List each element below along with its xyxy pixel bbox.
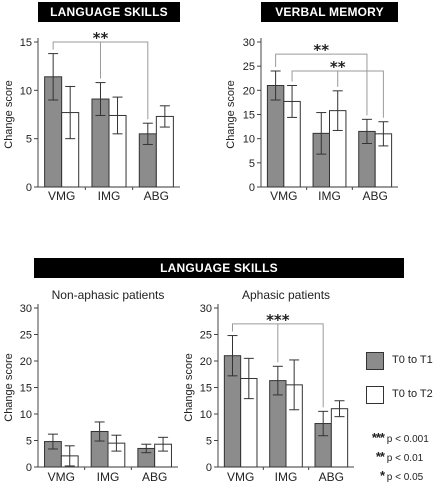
y-tick-label: 10	[20, 409, 32, 421]
sig-label-05: p < 0.05	[386, 472, 424, 483]
significance-stars: **	[330, 58, 346, 76]
y-tick-label: 10	[243, 134, 255, 146]
sig-stars-05: *	[379, 468, 385, 483]
chart-c2: 0 5 10 15 20 25 30 Change score VMG IMG ABG ****	[225, 37, 398, 203]
legend-label-t1: T0 to T1	[392, 354, 433, 366]
sig-key-001: *** p < 0.001	[356, 430, 429, 445]
top-right-title: VERBAL MEMORY	[261, 2, 398, 22]
sig-stars-01: **	[375, 449, 385, 464]
legend-swatch-t2	[366, 386, 384, 404]
sig-label-001: p < 0.001	[386, 434, 429, 445]
y-tick-label: 20	[200, 356, 212, 368]
y-tick-label: 30	[200, 303, 212, 315]
y-axis-label: Change score	[225, 80, 237, 149]
x-tick-label: VMG	[227, 470, 254, 484]
y-tick-label: 10	[200, 409, 212, 421]
chart-c1: 0 5 10 15 Change score VMG IMG ABG **	[3, 29, 180, 203]
y-axis-label: Change score	[183, 353, 195, 422]
y-tick-label: 15	[243, 110, 255, 122]
y-tick-label: 25	[200, 330, 212, 342]
y-tick-label: 20	[243, 85, 255, 97]
legend-label-t2: T0 to T2	[392, 388, 433, 400]
y-tick-label: 15	[200, 383, 212, 395]
y-tick-label: 20	[20, 356, 32, 368]
y-tick-label: 0	[249, 182, 255, 194]
y-axis-label: Change score	[3, 353, 15, 422]
significance-bracket	[275, 53, 368, 116]
y-tick-label: 0	[206, 462, 212, 474]
x-tick-label: ABG	[362, 189, 387, 203]
bar-t1	[266, 85, 285, 188]
sig-stars-001: ***	[371, 430, 385, 445]
significance-stars: ***	[266, 311, 290, 329]
y-tick-label: 25	[20, 330, 32, 342]
y-tick-label: 25	[243, 61, 255, 73]
y-tick-label: 5	[206, 436, 212, 448]
y-tick-label: 10	[20, 85, 32, 97]
y-tick-label: 30	[243, 37, 255, 49]
significance-stars: **	[93, 29, 109, 47]
x-tick-label: IMG	[318, 189, 341, 203]
y-tick-label: 15	[20, 383, 32, 395]
y-tick-label: 0	[26, 462, 32, 474]
aphasic-subtitle: Aphasic patients	[241, 288, 331, 302]
chart-c3: 0 5 10 15 20 25 30 Change score VMG IMG ABG	[3, 303, 178, 484]
x-tick-label: IMG	[275, 470, 298, 484]
x-tick-label: ABG	[319, 470, 344, 484]
top-left-title: LANGUAGE SKILLS	[38, 2, 180, 22]
y-tick-label: 5	[26, 134, 32, 146]
y-tick-label: 5	[249, 158, 255, 170]
y-tick-label: 30	[20, 303, 32, 315]
significance-stars: **	[313, 41, 329, 59]
x-tick-label: ABG	[144, 189, 169, 203]
y-tick-label: 0	[26, 182, 32, 194]
y-tick-label: 5	[26, 436, 32, 448]
legend-swatch-t1	[366, 352, 384, 370]
x-tick-label: VMG	[48, 189, 75, 203]
sig-label-01: p < 0.01	[386, 453, 424, 464]
bar-t2	[330, 408, 349, 468]
y-tick-label: 15	[20, 37, 32, 49]
non-aphasic-subtitle: Non-aphasic patients	[51, 288, 165, 302]
sig-key-01: ** p < 0.01	[356, 449, 423, 464]
x-tick-label: VMG	[270, 189, 297, 203]
x-tick-label: IMG	[98, 189, 121, 203]
x-tick-label: VMG	[48, 470, 75, 484]
x-tick-label: ABG	[142, 470, 167, 484]
x-tick-label: IMG	[97, 470, 120, 484]
sig-key-05: * p < 0.05	[356, 468, 423, 483]
chart-c4: 0 5 10 15 20 25 30 Change score VMG IMG ABG ***	[183, 303, 354, 484]
bottom-title: LANGUAGE SKILLS	[34, 258, 404, 278]
y-axis-label: Change score	[3, 80, 15, 149]
